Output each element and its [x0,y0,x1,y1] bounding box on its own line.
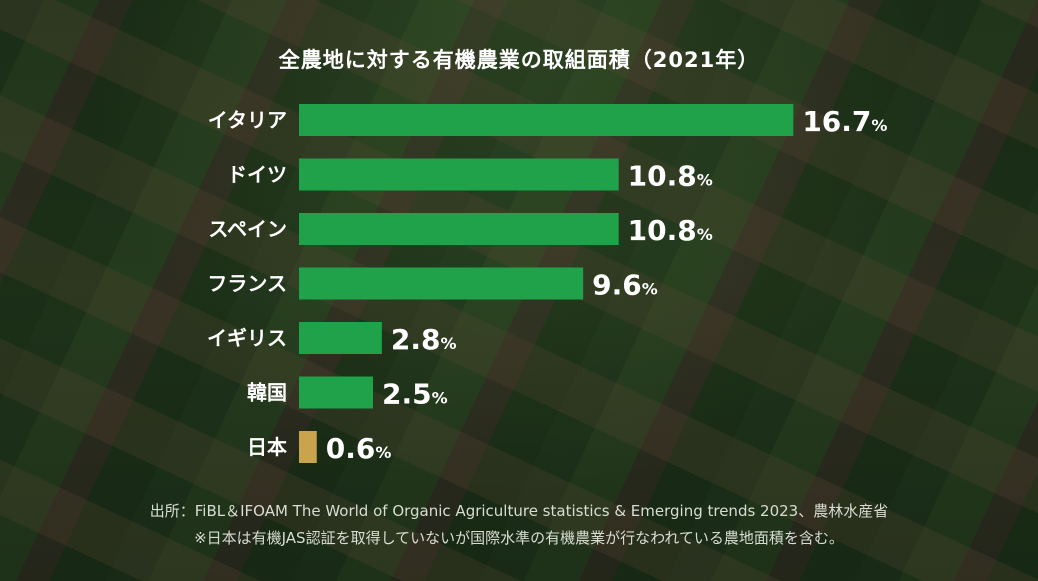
source-footnote: 出所：FiBL＆IFOAM The World of Organic Agric… [149,502,889,520]
note-footnote: ※日本は有機JAS認証を取得していないが国際水準の有機農業が行なわれている農地面… [194,529,844,547]
category-label: 韓国 [247,381,287,405]
bar [299,104,794,136]
bar [299,376,373,409]
value-label: 16.7% [802,105,887,138]
category-label: イギリス [207,326,287,350]
category-label: 日本 [247,435,287,459]
value-label: 10.8% [628,160,713,193]
bar [299,158,619,191]
value-label: 2.5% [382,378,448,411]
category-label: スペイン [208,217,287,241]
bar [299,267,584,300]
bar [299,213,619,245]
chart-title: 全農地に対する有機農業の取組面積（2021年） [278,48,760,72]
category-label: ドイツ [227,163,287,187]
category-label: フランス [207,272,287,296]
bar [299,322,382,354]
category-label: イタリア [208,108,287,132]
value-label: 9.6% [592,269,658,302]
value-label: 2.8% [391,323,457,356]
bar [299,431,317,463]
value-label: 10.8% [628,214,713,247]
value-label: 0.6% [326,432,392,465]
